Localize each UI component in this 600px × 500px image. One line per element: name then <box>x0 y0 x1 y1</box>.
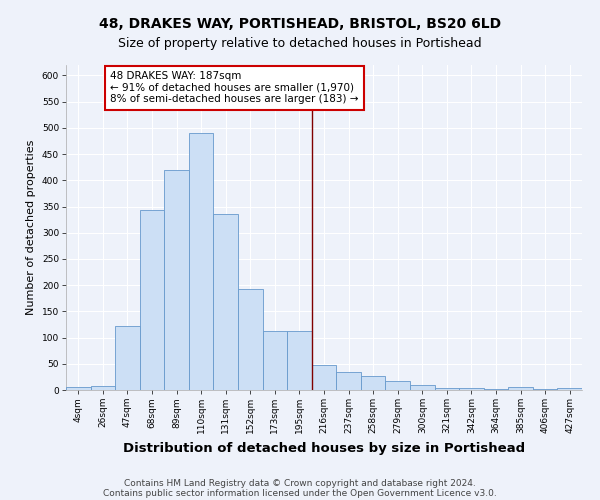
Text: Size of property relative to detached houses in Portishead: Size of property relative to detached ho… <box>118 38 482 51</box>
Text: 48 DRAKES WAY: 187sqm
← 91% of detached houses are smaller (1,970)
8% of semi-de: 48 DRAKES WAY: 187sqm ← 91% of detached … <box>110 72 359 104</box>
Bar <box>214 214 238 390</box>
Bar <box>533 389 557 390</box>
Bar <box>189 133 214 390</box>
Bar <box>91 386 115 390</box>
Bar <box>164 170 189 390</box>
Bar <box>336 372 361 390</box>
Text: 48, DRAKES WAY, PORTISHEAD, BRISTOL, BS20 6LD: 48, DRAKES WAY, PORTISHEAD, BRISTOL, BS2… <box>99 18 501 32</box>
Bar <box>410 386 434 390</box>
Bar <box>115 326 140 390</box>
X-axis label: Distribution of detached houses by size in Portishead: Distribution of detached houses by size … <box>123 442 525 454</box>
Bar <box>263 331 287 390</box>
Text: Contains HM Land Registry data © Crown copyright and database right 2024.: Contains HM Land Registry data © Crown c… <box>124 478 476 488</box>
Bar <box>66 388 91 390</box>
Bar <box>508 388 533 390</box>
Bar <box>459 388 484 390</box>
Bar <box>238 289 263 390</box>
Bar <box>385 380 410 390</box>
Bar <box>312 365 336 390</box>
Y-axis label: Number of detached properties: Number of detached properties <box>26 140 36 315</box>
Bar <box>361 376 385 390</box>
Bar <box>140 210 164 390</box>
Bar <box>287 331 312 390</box>
Text: Contains public sector information licensed under the Open Government Licence v3: Contains public sector information licen… <box>103 488 497 498</box>
Bar <box>557 388 582 390</box>
Bar <box>434 388 459 390</box>
